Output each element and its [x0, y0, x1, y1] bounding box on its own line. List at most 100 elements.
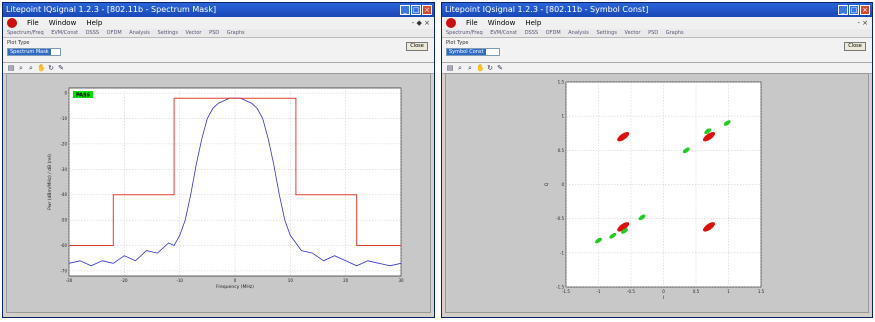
plot-area: -30 -20 -10 0 10 20 30 0 -10 -20 -30 -40 -50 -60 -70 Fr…: [6, 73, 431, 313]
app-logo-icon: [7, 18, 17, 28]
x-tick-label: -1: [597, 289, 601, 294]
y-tick-label: 0.5: [558, 148, 565, 153]
close-window-button[interactable]: ×: [422, 5, 432, 15]
plot-type-label: Plot Type: [7, 40, 30, 46]
minimize-button[interactable]: _: [400, 5, 410, 15]
zoom-out-icon[interactable]: ⌕: [29, 63, 33, 72]
x-tick-label: -0.5: [627, 289, 635, 294]
tab-graphs[interactable]: Graphs: [226, 30, 245, 36]
menu-file[interactable]: File: [466, 19, 478, 27]
x-tick-label: 0: [234, 278, 237, 283]
status-badge: PASS: [76, 93, 90, 99]
y-tick-label: -10: [60, 116, 67, 121]
spectrum-mask-chart: -30 -20 -10 0 10 20 30 0 -10 -20 -30 -40 -50 -60 -70 Fr…: [47, 87, 404, 290]
x-tick-label: -10: [176, 278, 183, 283]
pan-icon[interactable]: ✋: [476, 64, 485, 72]
tab-dsss[interactable]: DSSS: [524, 30, 539, 36]
tab-vector[interactable]: Vector: [624, 30, 641, 36]
print-icon[interactable]: ▤: [7, 64, 15, 72]
x-tick-label: -20: [121, 278, 128, 283]
y-tick-label: -20: [60, 141, 67, 146]
close-window-button[interactable]: ×: [860, 5, 870, 15]
x-axis-label: Frequency (MHz): [216, 284, 254, 290]
constellation-chart: -1.5 -1 -0.5 0 0.5 1 1.5 1.5 1 0.5 0 -0.5 -1 -1.5 I Q: [544, 80, 765, 302]
y-tick-label: 0: [64, 91, 67, 96]
minimize-button[interactable]: _: [838, 5, 848, 15]
window-controls: _ □ ×: [400, 5, 432, 15]
constellation-point: [703, 222, 715, 232]
y-tick-label: -1.5: [556, 285, 564, 290]
tab-ofdm[interactable]: OFDM: [545, 30, 561, 36]
app-logo-icon: [446, 18, 456, 28]
menu-help[interactable]: Help: [86, 19, 103, 27]
maximize-button[interactable]: □: [849, 5, 859, 15]
plot-options-panel: Plot Type Symbol Const Close: [442, 38, 872, 63]
plot-options-panel: Plot Type Spectrum Mask Close: [3, 38, 434, 63]
title-bar[interactable]: Litepoint IQsignal 1.2.3 - [802.11b - Sy…: [442, 3, 872, 17]
tab-spectrum[interactable]: Spectrum/Freq: [446, 30, 483, 36]
plot-type-select[interactable]: Spectrum Mask: [7, 48, 61, 56]
tab-ofdm[interactable]: OFDM: [106, 30, 122, 36]
constellation-point: [703, 131, 715, 142]
y-axis-label: Pwr (dBm/MHz) / dB (rel): [47, 154, 53, 210]
close-plot-button[interactable]: Close: [844, 42, 866, 51]
x-tick-label: -30: [66, 278, 73, 283]
y-tick-label: -40: [60, 192, 67, 197]
plot-type-value: Symbol Const: [447, 49, 486, 55]
tab-evm[interactable]: EVM/Const: [490, 30, 518, 36]
constellation-point: [617, 131, 630, 142]
tab-psd[interactable]: PSD: [648, 30, 659, 36]
tab-strip: Spectrum/Freq EVM/Const DSSS OFDM Analys…: [3, 29, 434, 38]
tab-analysis[interactable]: Analysis: [129, 30, 150, 36]
y-tick-label: -70: [60, 268, 67, 273]
zoom-in-icon[interactable]: ⌕: [19, 63, 23, 72]
window-title: Litepoint IQsignal 1.2.3 - [802.11b - Sp…: [6, 5, 217, 14]
menu-help[interactable]: Help: [525, 19, 542, 27]
plot-area: -1.5 -1 -0.5 0 0.5 1 1.5 1.5 1 0.5 0 -0.5 -1 -1.5 I Q: [445, 73, 869, 313]
mdi-child-controls[interactable]: - ×: [857, 19, 868, 27]
constellation-spread-point: [638, 214, 646, 221]
data-cursor-icon[interactable]: ✎: [58, 64, 64, 72]
x-tick-label: 0: [662, 289, 665, 294]
y-tick-label: 0: [561, 182, 564, 187]
tab-vector[interactable]: Vector: [185, 30, 202, 36]
zoom-out-icon[interactable]: ⌕: [468, 63, 472, 72]
tab-psd[interactable]: PSD: [209, 30, 220, 36]
maximize-button[interactable]: □: [411, 5, 421, 15]
tab-evm[interactable]: EVM/Const: [51, 30, 79, 36]
title-bar[interactable]: Litepoint IQsignal 1.2.3 - [802.11b - Sp…: [3, 3, 434, 17]
tab-graphs[interactable]: Graphs: [665, 30, 684, 36]
menu-file[interactable]: File: [27, 19, 39, 27]
constellation-spread-point: [682, 147, 690, 154]
plot-type-label: Plot Type: [446, 40, 469, 46]
pan-icon[interactable]: ✋: [37, 64, 46, 72]
x-tick-label: 10: [288, 278, 294, 283]
tab-spectrum[interactable]: Spectrum/Freq: [7, 30, 44, 36]
menu-bar: File Window Help - ◆ ×: [3, 17, 434, 29]
plot-type-select[interactable]: Symbol Const: [446, 48, 500, 56]
menu-window[interactable]: Window: [48, 19, 77, 27]
window-controls: _ □ ×: [838, 5, 870, 15]
print-icon[interactable]: ▤: [446, 64, 454, 72]
tab-settings[interactable]: Settings: [596, 30, 617, 36]
constellation-spread-point: [723, 120, 731, 126]
window-title: Litepoint IQsignal 1.2.3 - [802.11b - Sy…: [445, 5, 649, 14]
mdi-child-controls[interactable]: - ◆ ×: [411, 19, 430, 27]
close-plot-button[interactable]: Close: [406, 42, 428, 51]
zoom-in-icon[interactable]: ⌕: [458, 63, 462, 72]
y-tick-label: -30: [60, 167, 67, 172]
rotate-icon[interactable]: ↻: [48, 64, 54, 72]
tab-analysis[interactable]: Analysis: [568, 30, 589, 36]
data-cursor-icon[interactable]: ✎: [497, 64, 503, 72]
rotate-icon[interactable]: ↻: [487, 64, 493, 72]
tab-dsss[interactable]: DSSS: [85, 30, 100, 36]
x-tick-label: 1: [727, 289, 730, 294]
x-tick-label: 20: [343, 278, 349, 283]
y-tick-label: -50: [60, 218, 67, 223]
x-tick-label: 30: [398, 278, 404, 283]
constellation-spread-point: [704, 128, 712, 135]
x-tick-label: 1.5: [758, 289, 765, 294]
tab-settings[interactable]: Settings: [157, 30, 178, 36]
menu-window[interactable]: Window: [487, 19, 516, 27]
menu-bar: File Window Help - ×: [442, 17, 872, 29]
